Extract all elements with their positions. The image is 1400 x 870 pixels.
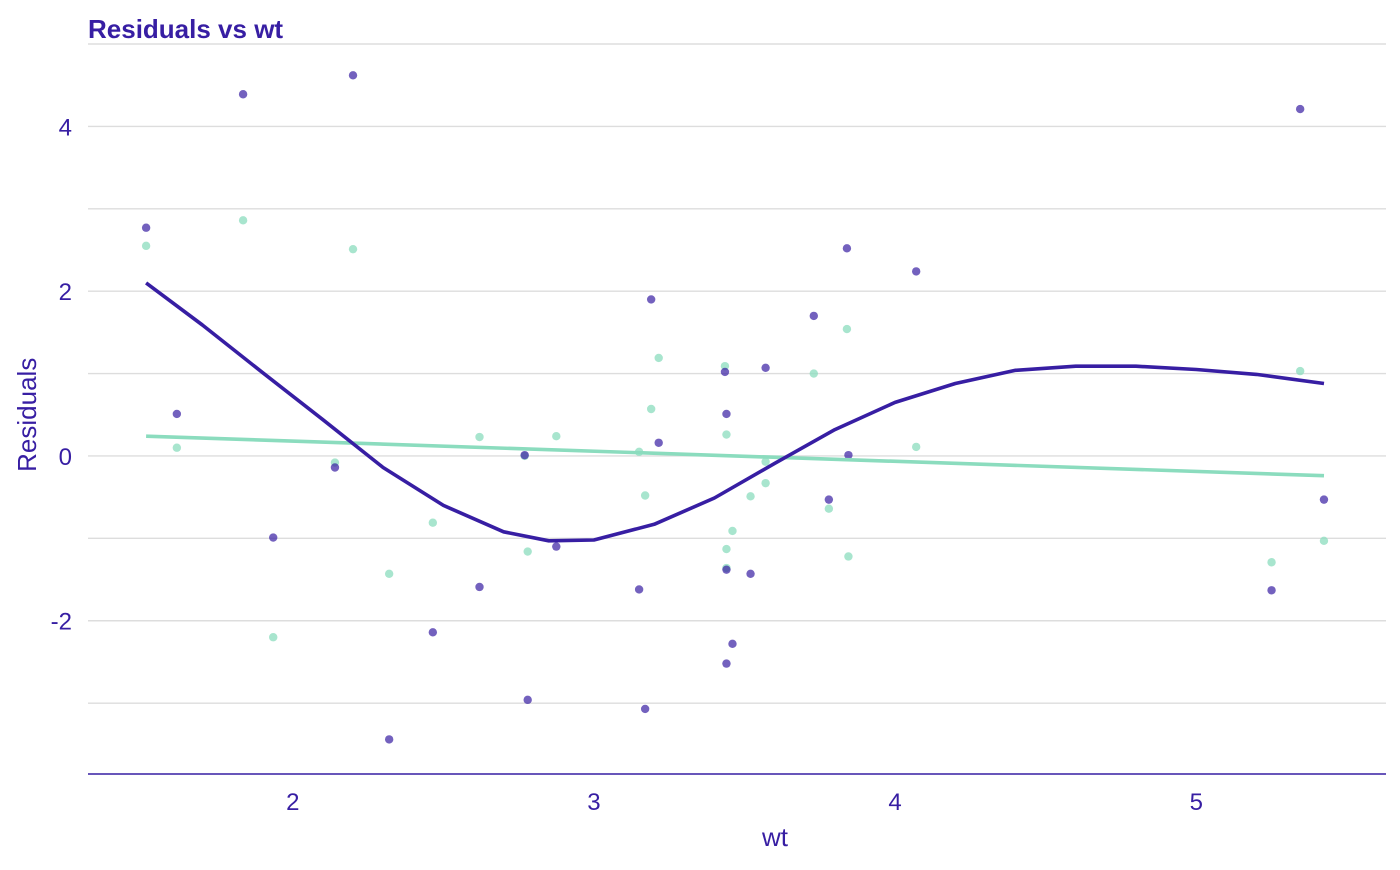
data-point [141,223,151,232]
x-tick-label: 2 [286,789,299,816]
data-point [746,569,755,578]
data-point [552,542,561,551]
data-point [1319,495,1329,504]
data-point [720,361,730,371]
chart-title: Residuals vs wt [88,14,283,44]
data-point [728,526,737,536]
data-point [842,324,852,334]
x-tick-labels: 2 3 4 5 [286,789,1203,816]
data-point [911,267,921,276]
data-point [520,450,529,460]
data-point [809,311,818,321]
data-point [844,552,853,561]
data-point [842,244,852,253]
linear-fit-line [146,434,1325,478]
data-point [475,432,484,442]
data-point [330,463,340,472]
grid-lines [88,43,1386,704]
data-point [646,404,656,414]
x-tick-label: 5 [1190,789,1203,816]
data-point [722,544,731,554]
data-point [1267,586,1276,595]
data-point [523,695,532,705]
x-axis-label: wt [761,822,789,852]
y-tick-label: -2 [51,609,72,636]
data-point [761,478,770,488]
data-point [728,639,737,649]
data-point [172,443,182,452]
data-point [761,457,770,466]
data-point [824,495,834,504]
data-point [809,369,818,378]
data-point [720,367,730,377]
data-point [722,409,731,419]
data-point [722,430,731,439]
data-point [384,735,394,744]
smooth-fit-line [145,281,1325,543]
y-tick-labels: -2 0 2 4 [51,114,72,635]
data-point [348,244,358,254]
data-point [552,431,561,441]
data-point [646,295,656,304]
data-point [141,241,151,251]
y-tick-label: 4 [59,114,72,141]
data-point [172,409,182,419]
data-point [824,504,834,513]
x-tick-label: 4 [888,789,901,816]
data-point [269,633,278,642]
y-axis-label: Residuals [12,358,42,472]
data-point [654,438,663,447]
data-point [384,569,394,578]
data-point [1295,104,1305,114]
data-point [269,533,278,542]
data-point [1319,536,1329,546]
data-points [141,71,1329,744]
data-point [640,491,650,500]
data-point [475,582,484,592]
data-point [746,492,755,501]
data-point [523,547,532,556]
series-light-points [141,216,1329,642]
data-point [722,565,731,574]
data-point [654,353,663,363]
y-tick-label: 0 [59,444,72,471]
data-point [238,90,248,99]
data-point [348,71,358,80]
data-point [238,216,248,225]
series-dark-points [141,71,1329,744]
data-point [761,363,770,373]
data-point [1295,366,1305,376]
data-point [428,518,438,527]
data-point [428,628,438,637]
data-point [911,442,921,452]
data-point [634,585,644,594]
data-point [1267,558,1276,567]
data-point [844,450,853,460]
data-point [640,704,650,714]
x-tick-label: 3 [587,789,600,816]
data-point [722,659,731,668]
y-tick-label: 2 [59,279,72,306]
